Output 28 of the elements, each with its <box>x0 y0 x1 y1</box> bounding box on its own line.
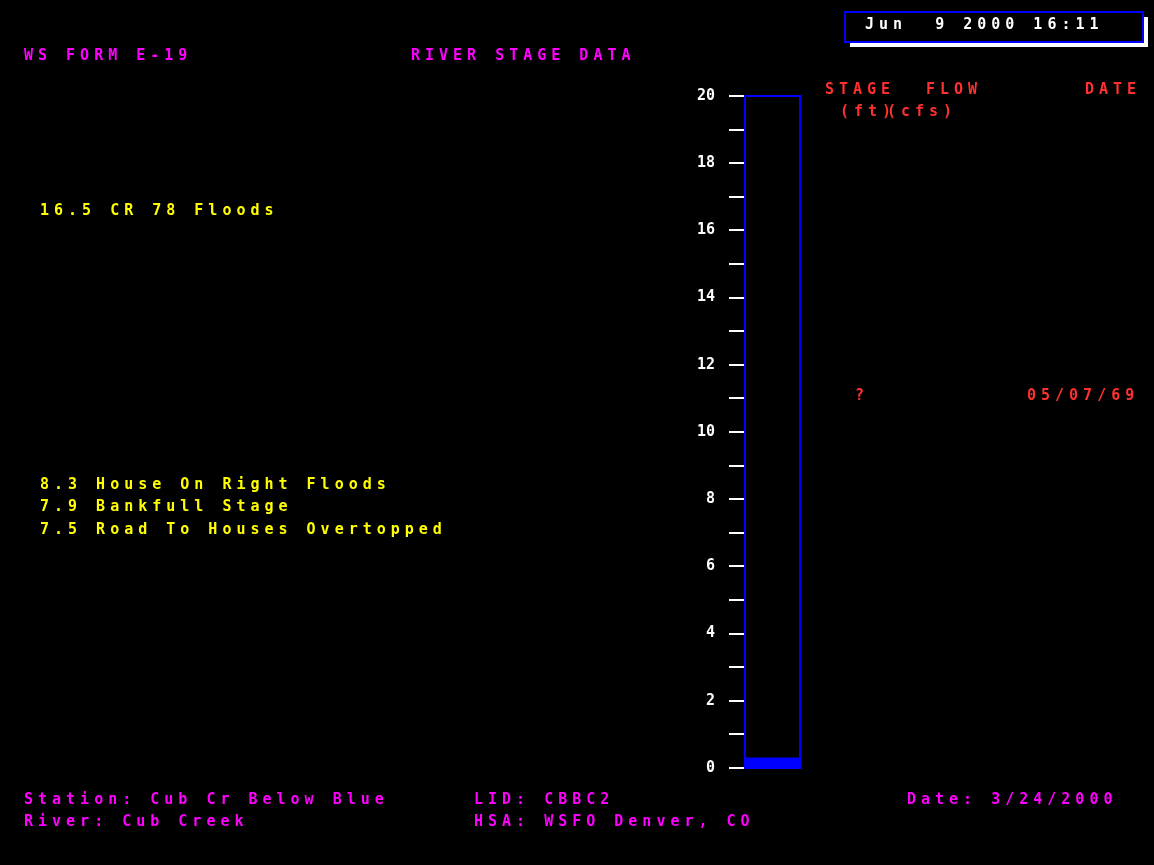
text: RIVER STAGE DATA <box>411 45 636 64</box>
y-tick-label: 2 <box>705 690 715 709</box>
y-tick-label: 20 <box>696 85 715 104</box>
y-tick-label: 10 <box>696 421 715 440</box>
text: DATE <box>1085 79 1142 98</box>
text: Date: 3/24/2000 <box>907 789 1118 808</box>
text: 7.5 Road To Houses Overtopped <box>40 519 447 538</box>
y-tick-label: 18 <box>696 153 715 172</box>
text: WS FORM E-19 <box>24 45 193 64</box>
text: 8.3 House On Right Floods <box>40 474 391 493</box>
text: 16.5 CR 78 Floods <box>40 200 279 219</box>
text: River: Cub Creek <box>24 811 249 830</box>
text: 7.9 Bankfull Stage <box>40 496 293 515</box>
text: FLOW <box>926 79 983 98</box>
text: HSA: WSFO Denver, CO <box>474 811 755 830</box>
y-tick-label: 16 <box>696 220 715 239</box>
text: 05/07/69 <box>1027 385 1140 404</box>
text: LID: CBBC2 <box>474 789 615 808</box>
text: ? <box>855 385 870 404</box>
text: Station: Cub Cr Below Blue <box>24 789 389 808</box>
y-tick-label: 4 <box>705 623 715 642</box>
y-tick-label: 14 <box>696 287 715 306</box>
text: STAGE <box>825 79 896 98</box>
y-tick-label: 8 <box>705 489 715 508</box>
y-tick-label: 12 <box>696 354 715 373</box>
y-tick-label: 6 <box>705 556 715 575</box>
text: Jun 9 2000 16:11 <box>865 14 1104 33</box>
y-tick-label: 0 <box>705 757 715 776</box>
